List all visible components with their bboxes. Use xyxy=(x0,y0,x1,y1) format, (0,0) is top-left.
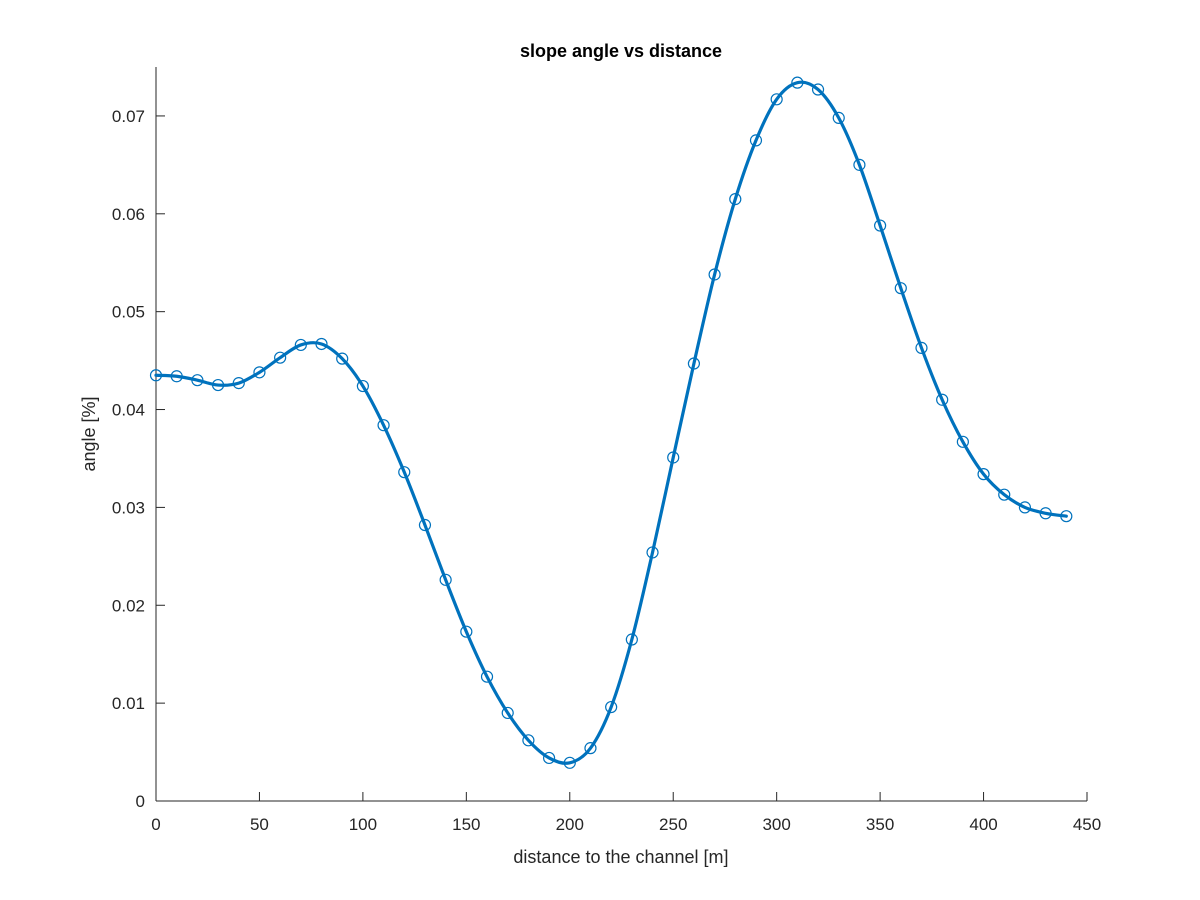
x-tick-label: 200 xyxy=(556,815,584,834)
data-point-marker xyxy=(936,393,949,406)
data-point-marker xyxy=(377,419,390,432)
x-tick-label: 450 xyxy=(1073,815,1101,834)
data-point-marker xyxy=(667,451,680,464)
data-point-marker xyxy=(977,468,990,481)
data-point-marker xyxy=(1060,510,1073,523)
data-point-marker xyxy=(791,76,804,89)
data-point-marker xyxy=(274,351,287,364)
series-group xyxy=(149,76,1073,769)
data-point-marker xyxy=(480,670,494,683)
data-point-marker xyxy=(1039,507,1052,520)
data-point-marker xyxy=(625,633,638,646)
data-point-marker xyxy=(398,466,411,479)
y-tick-label: 0.07 xyxy=(112,107,145,126)
data-point-marker xyxy=(770,93,783,106)
y-tick-label: 0.04 xyxy=(112,401,145,420)
y-axis-label: angle [%] xyxy=(79,396,99,471)
x-tick-label: 100 xyxy=(349,815,377,834)
x-tick-label: 300 xyxy=(762,815,790,834)
data-point-marker xyxy=(894,282,907,295)
data-point-marker xyxy=(356,379,369,393)
data-point-marker xyxy=(191,374,204,387)
x-tick-label: 150 xyxy=(452,815,480,834)
data-point-marker xyxy=(853,158,866,171)
data-point-marker xyxy=(915,341,928,354)
y-tick-label: 0.02 xyxy=(112,596,145,615)
data-point-marker xyxy=(336,352,349,365)
x-tick-label: 50 xyxy=(250,815,269,834)
data-point-marker xyxy=(563,756,576,769)
x-axis-label: distance to the channel [m] xyxy=(513,847,728,867)
data-point-marker xyxy=(170,370,183,383)
y-tick-label: 0 xyxy=(136,792,145,811)
data-point-marker xyxy=(811,83,825,96)
data-point-marker xyxy=(874,219,887,232)
data-point-marker xyxy=(687,357,701,370)
plot-background xyxy=(156,67,1087,801)
data-point-marker xyxy=(646,546,659,559)
y-tick-label: 0.01 xyxy=(112,694,145,713)
data-point-marker xyxy=(294,338,307,352)
data-point-marker xyxy=(956,435,969,448)
data-point-marker xyxy=(832,111,845,124)
data-point-marker xyxy=(232,377,245,390)
data-point-marker xyxy=(418,518,432,532)
x-tick-label: 400 xyxy=(969,815,997,834)
data-point-marker xyxy=(211,378,225,392)
x-tick-label: 350 xyxy=(866,815,894,834)
data-point-marker xyxy=(149,369,163,382)
data-point-marker xyxy=(501,706,514,720)
data-point-marker xyxy=(315,337,328,351)
data-point-marker xyxy=(998,488,1011,501)
y-axis-ticks: 0 0.01 0.02 0.03 0.04 0.05 0.06 0.07 xyxy=(112,107,165,811)
x-tick-label: 250 xyxy=(659,815,687,834)
series-line xyxy=(154,80,1068,765)
data-point-marker xyxy=(584,742,597,755)
data-point-marker xyxy=(605,700,618,714)
y-tick-label: 0.06 xyxy=(112,205,145,224)
y-tick-label: 0.05 xyxy=(112,303,145,322)
chart-title: slope angle vs distance xyxy=(520,41,722,61)
data-point-marker xyxy=(542,751,556,765)
data-point-marker xyxy=(1018,501,1032,514)
data-point-marker xyxy=(708,268,721,281)
x-tick-label: 0 xyxy=(151,815,160,834)
axes xyxy=(155,67,1087,802)
y-tick-label: 0.03 xyxy=(112,498,145,517)
data-point-marker xyxy=(253,366,266,379)
data-point-marker xyxy=(522,734,535,747)
data-point-marker xyxy=(729,193,742,206)
data-point-marker xyxy=(439,573,452,586)
data-point-marker xyxy=(749,134,763,147)
x-axis-ticks: 0 50 100 150 200 250 300 350 400 450 xyxy=(151,792,1101,834)
data-point-marker xyxy=(460,625,473,638)
